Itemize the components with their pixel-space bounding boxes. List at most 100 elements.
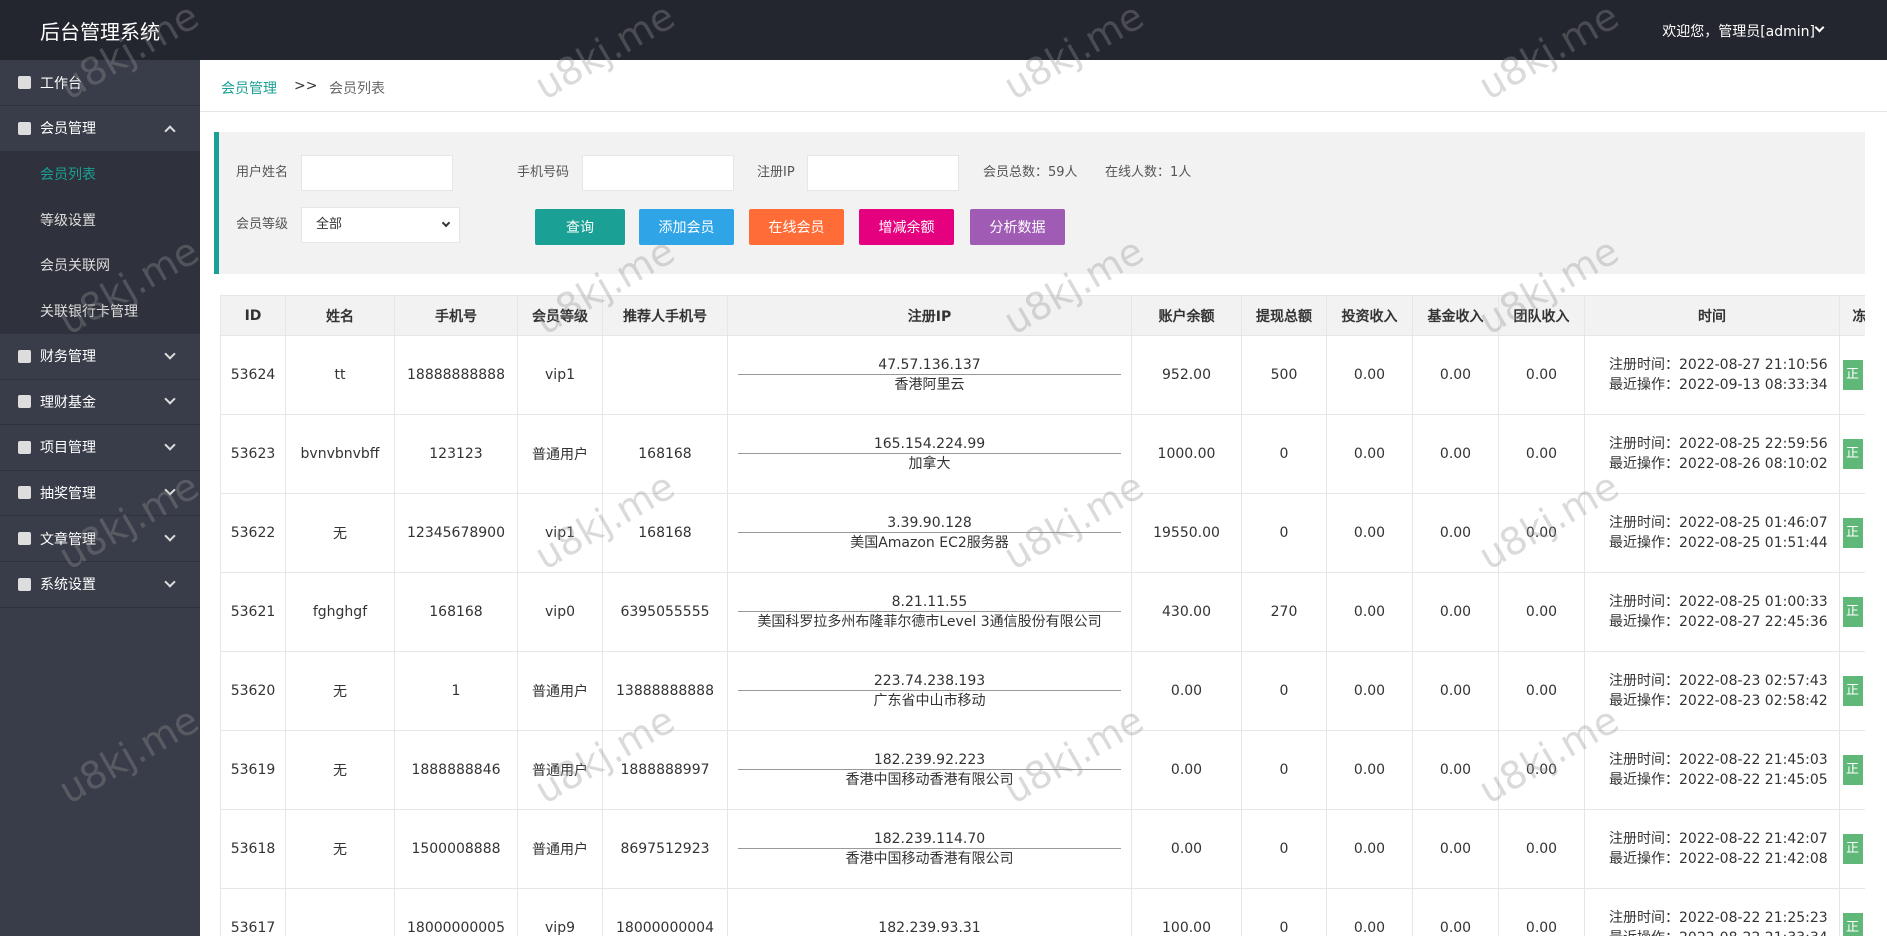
menu-item[interactable]: 抽奖管理 [0,470,200,517]
table-row: 53619 无 1888888846 普通用户 1888888997 182.239.92… [220,730,1865,810]
ip-cell: 8.21.11.55 美国科罗拉多州布隆菲尔德市Level 3通信股份有限公司 [727,572,1132,652]
add-button[interactable]: 添加会员 [639,209,734,245]
cell: 500 [1241,335,1327,415]
menu-item[interactable]: 文章管理 [0,516,200,562]
register-time: 注册时间：2022-08-23 02:57:43 [1609,673,1828,689]
cell: 952.00 [1131,335,1242,415]
ip-address: 165.154.224.99 [738,435,1121,454]
register-time: 注册时间：2022-08-25 01:00:33 [1609,594,1828,610]
column-header: ID [220,295,286,336]
cell: fghghgf [285,572,395,652]
cell: 0.00 [1326,888,1413,936]
register-time: 注册时间：2022-08-25 22:59:56 [1609,436,1828,452]
ip-cell: 47.57.136.137 香港阿里云 [727,335,1132,415]
status-button[interactable]: 正 [1842,597,1863,627]
menu-item[interactable]: 等级设置 [0,196,200,243]
cell: 0.00 [1412,730,1499,810]
column-header: 冻 [1839,295,1865,336]
status-button[interactable]: 正 [1842,755,1863,785]
select-value: 全部 [316,217,343,232]
member-total: 会员总数：59人 [983,165,1078,180]
cell: 18888888888 [394,335,518,415]
cell: 53620 [220,651,286,731]
cell: 0.00 [1498,888,1585,936]
status-button[interactable]: 正 [1842,834,1863,864]
phone-input[interactable] [582,155,734,191]
menu-icon [18,532,31,545]
register-time: 注册时间：2022-08-27 21:10:56 [1609,357,1828,373]
cell: 53619 [220,730,286,810]
register-time: 注册时间：2022-08-22 21:45:03 [1609,752,1828,768]
column-header: 团队收入 [1498,295,1585,336]
column-header: 姓名 [285,295,395,336]
ip-cell: 182.239.114.70 香港中国移动香港有限公司 [727,809,1132,889]
menu-chevron [164,484,176,497]
cell: 普通用户 [517,651,603,731]
menu-item[interactable]: 工作台 [0,60,200,106]
cell: 53624 [220,335,286,415]
cell: 18000000005 [394,888,518,936]
menu-item[interactable]: 会员列表 [0,151,200,198]
column-header: 基金收入 [1412,295,1499,336]
analyze-button[interactable]: 分析数据 [970,209,1065,245]
cell: 0.00 [1412,335,1499,415]
column-header: 推荐人手机号 [602,295,728,336]
cell [285,888,395,936]
menu-chevron [164,439,176,451]
cell: 6395055555 [602,572,728,652]
cell: 0.00 [1498,809,1585,889]
column-header: 账户余额 [1131,295,1242,336]
status-button[interactable]: 正 [1842,439,1863,469]
cell: 0.00 [1498,335,1585,415]
cell: 0.00 [1326,809,1413,889]
online-button[interactable]: 在线会员 [749,209,844,245]
ip-input[interactable] [807,155,959,191]
column-header: 注册IP [727,295,1132,336]
menu-item[interactable]: 会员管理 [0,106,200,152]
cell: 1000.00 [1131,414,1242,494]
menu-chevron [164,124,176,137]
column-header: 手机号 [394,295,518,336]
status-cell: 正 [1839,414,1865,494]
menu-item[interactable]: 系统设置 [0,562,200,608]
status-button[interactable]: 正 [1842,676,1863,706]
menu-item[interactable]: 项目管理 [0,425,200,471]
name-input[interactable] [301,155,453,191]
cell: 100.00 [1131,888,1242,936]
menu-icon [18,577,31,591]
cell: 0 [1241,730,1327,810]
cell: 0.00 [1326,335,1413,415]
cell [602,335,728,415]
status-button[interactable]: 正 [1842,518,1863,548]
column-header: 会员等级 [517,295,603,336]
status-button[interactable]: 正 [1842,913,1863,936]
cell: 270 [1241,572,1327,652]
status-button[interactable]: 正 [1842,360,1863,390]
cell: 1888888846 [394,730,518,810]
breadcrumb-parent[interactable]: 会员管理 [221,81,277,97]
cell: 53623 [220,414,286,494]
app-title: 后台管理系统 [40,20,160,44]
status-cell: 正 [1839,651,1865,731]
cell: 0.00 [1326,493,1413,573]
user-menu[interactable]: 欢迎您，管理员[admin] [1662,24,1815,40]
search-button[interactable]: 查询 [535,209,625,245]
time-cell: 注册时间：2022-08-23 02:57:43 最近操作：2022-08-23 … [1584,651,1840,731]
menu-item[interactable]: 理财基金 [0,379,200,426]
menu-icon [18,486,31,500]
cell: vip1 [517,493,603,573]
time-cell: 注册时间：2022-08-25 01:00:33 最近操作：2022-08-27 … [1584,572,1840,652]
status-cell: 正 [1839,572,1865,652]
balance-button[interactable]: 增减余额 [859,209,954,245]
menu-item[interactable]: 会员关联网 [0,242,200,289]
menu-item[interactable]: 关联银行卡管理 [0,288,200,334]
time-cell: 注册时间：2022-08-27 21:10:56 最近操作：2022-09-13 … [1584,335,1840,415]
cell: 0.00 [1498,414,1585,494]
menu-chevron [164,393,176,405]
menu-item[interactable]: 财务管理 [0,334,200,380]
level-select[interactable]: 全部 [301,207,460,243]
cell: bvnvbnvbff [285,414,395,494]
cell: 0.00 [1326,730,1413,810]
cell: 0 [1241,651,1327,731]
cell: 1500008888 [394,809,518,889]
